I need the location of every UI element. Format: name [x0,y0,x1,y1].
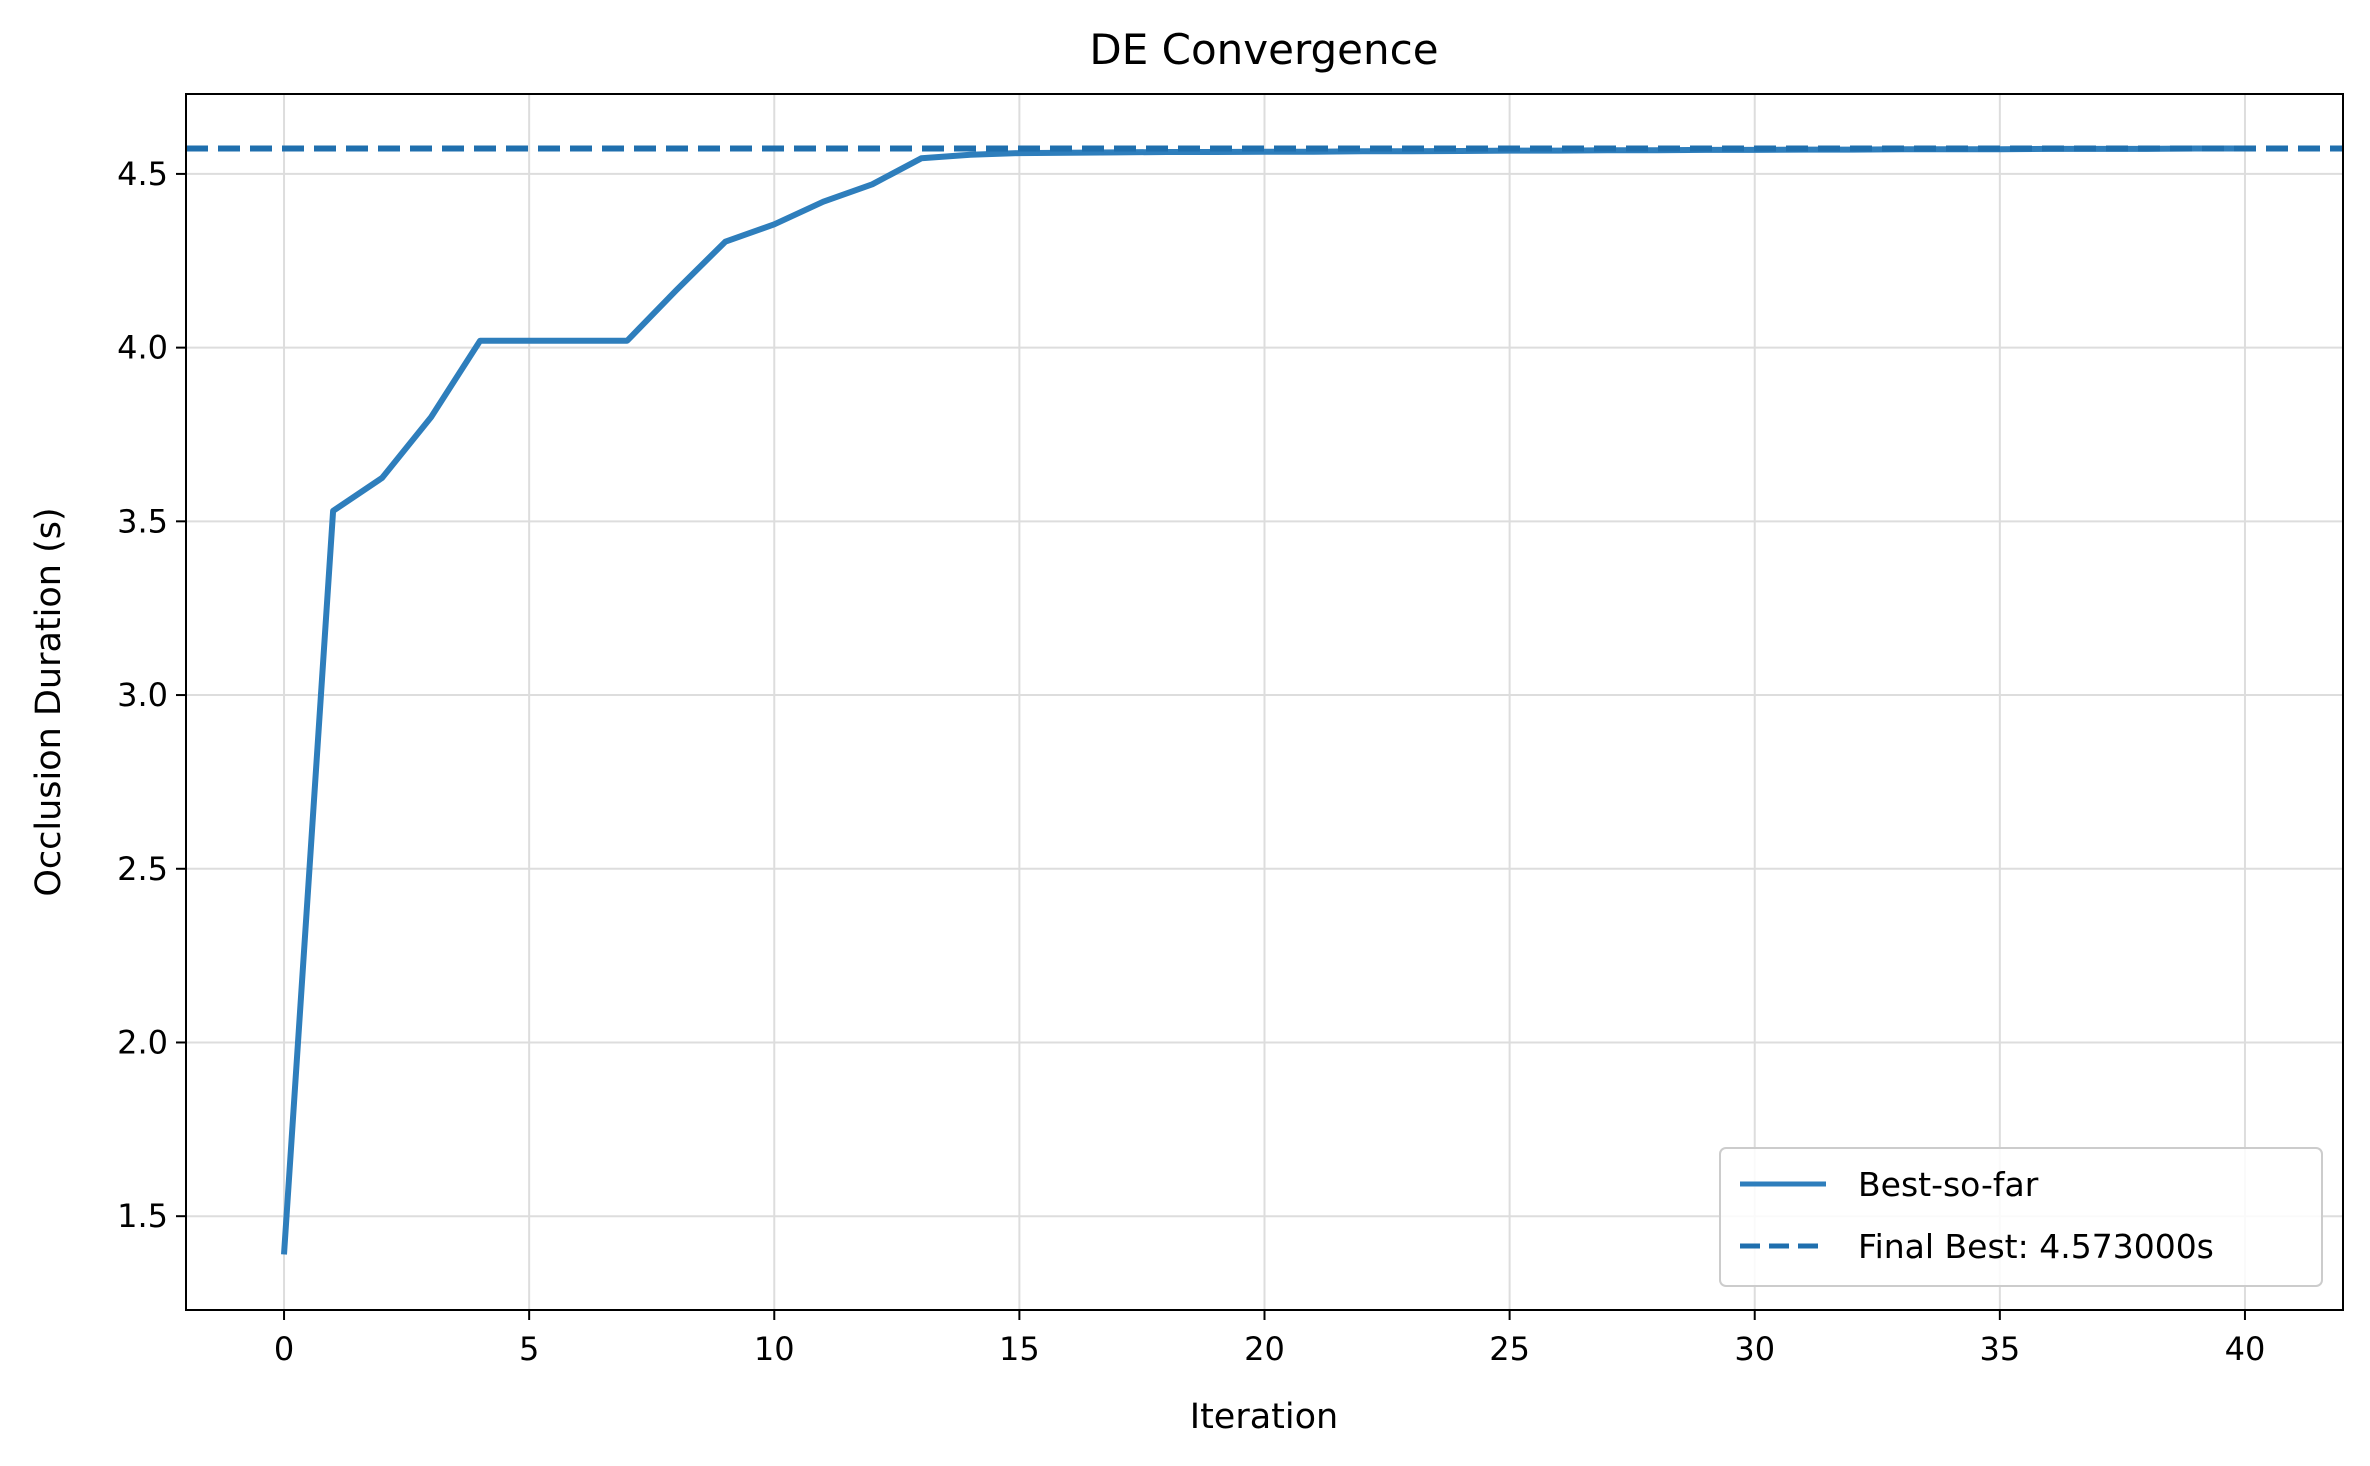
legend-label-best-so-far: Best-so-far [1858,1165,2039,1204]
x-tick-label: 0 [274,1330,294,1368]
y-tick-label: 2.5 [117,850,168,888]
x-tick-label: 10 [754,1330,795,1368]
tick-layer: 0 5 10 15 20 25 30 35 40 1.5 2.0 2.5 3.0 3.5 4.0 4.5 [117,155,2265,1368]
y-tick-label: 3.0 [117,676,168,714]
y-tick-label: 3.5 [117,502,168,540]
x-tick-label: 35 [1979,1330,2020,1368]
legend: Best-so-far Final Best: 4.573000s [1719,1147,2323,1287]
y-axis-title: Occlusion Duration (s) [29,507,69,896]
y-tick-label: 2.0 [117,1023,168,1061]
x-tick-label: 15 [999,1330,1040,1368]
chart-title: DE Convergence [1089,25,1438,74]
x-tick-label: 40 [2225,1330,2266,1368]
x-tick-label: 5 [519,1330,539,1368]
x-tick-label: 20 [1244,1330,1285,1368]
y-tick-label: 4.5 [117,155,168,193]
y-tick-label: 4.0 [117,329,168,367]
legend-box [1719,1147,2323,1287]
x-tick-label: 25 [1489,1330,1530,1368]
legend-label-final-best: Final Best: 4.573000s [1858,1227,2214,1266]
x-axis-title: Iteration [1190,1397,1338,1437]
series-layer [186,145,2343,1255]
y-tick-label: 1.5 [117,1197,168,1235]
x-tick-label: 30 [1734,1330,1775,1368]
